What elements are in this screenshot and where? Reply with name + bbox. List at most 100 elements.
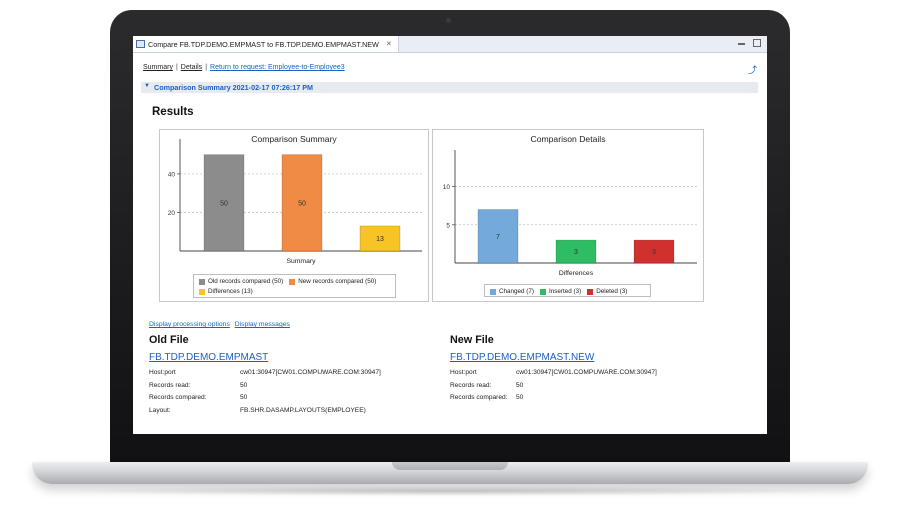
laptop-notch <box>392 462 508 470</box>
nav-separator: | <box>175 64 178 71</box>
legend-item: Old records compared (50) <box>199 277 283 287</box>
bar[interactable] <box>281 154 323 252</box>
detail-label: Records read: <box>149 381 191 389</box>
maximize-icon[interactable] <box>753 39 761 47</box>
nav-separator: | <box>205 64 208 71</box>
return-to-request-link[interactable]: Return to request: Employee-to-Employee3 <box>210 64 345 71</box>
new-file-detail-row: Records read: 50 <box>450 380 657 393</box>
chart-legend: Old records compared (50) New records com… <box>193 274 396 298</box>
old-file-detail-row: Layout: FB.SHR.DASAMP.LAYOUTS(EMPLOYEE) <box>149 405 381 418</box>
y-tick-label: 10 <box>443 184 451 191</box>
legend-swatch <box>490 289 496 295</box>
old-file-link[interactable]: FB.TDP.DEMO.EMPMAST <box>149 352 269 363</box>
y-tick-label: 20 <box>168 210 176 217</box>
laptop-shadow <box>60 486 840 496</box>
bar[interactable] <box>477 209 519 264</box>
y-tick-label: 5 <box>446 222 450 229</box>
bar-value-label: 50 <box>298 200 306 207</box>
bar[interactable] <box>555 239 597 264</box>
bar[interactable] <box>203 154 245 252</box>
detail-value: FB.SHR.DASAMP.LAYOUTS(EMPLOYEE) <box>240 406 366 414</box>
bar[interactable] <box>633 239 675 264</box>
details-link[interactable]: Details <box>180 64 203 71</box>
editor-tab[interactable]: Compare FB.TDP.DEMO.EMPMAST to FB.TDP.DE… <box>133 36 399 52</box>
new-file-detail-row: Host:port cw01:30947[CW01.COMPUWARE.COM:3… <box>450 367 657 380</box>
display-processing-options-link[interactable]: Display processing options <box>149 321 230 328</box>
bar-value-label: 3 <box>574 249 578 256</box>
legend-label: New records compared (50) <box>298 278 377 285</box>
detail-label: Host:port <box>450 369 477 376</box>
old-file-detail-row: Host:port cw01:30947[CW01.COMPUWARE.COM:3… <box>149 367 381 380</box>
detail-value: 50 <box>240 381 248 389</box>
legend-item: Inserted (3) <box>540 287 581 297</box>
summary-link[interactable]: Summary <box>143 64 173 71</box>
legend-item: Deleted (3) <box>587 287 627 297</box>
detail-value: 50 <box>516 394 524 401</box>
collapse-icon[interactable]: ▼ <box>144 83 150 89</box>
legend-item: New records compared (50) <box>289 277 376 287</box>
old-file-panel: Old File FB.TDP.DEMO.EMPMAST Host:port cw… <box>149 334 381 417</box>
results-heading: Results <box>152 106 194 118</box>
new-file-heading: New File <box>450 334 494 346</box>
detail-value: 50 <box>240 394 248 401</box>
comparison-summary-chart: Comparison Summary 20 40 50 50 13 Summary Old… <box>159 129 429 302</box>
bar-value-label: 13 <box>376 236 384 243</box>
report-nav: Summary | Details | Return to request: Emplo… <box>143 64 345 71</box>
legend-label: Old records compared (50) <box>208 278 284 285</box>
detail-label: Records read: <box>450 381 492 389</box>
app-screen: Compare FB.TDP.DEMO.EMPMAST to FB.TDP.DE… <box>133 36 767 434</box>
section-title: Comparison Summary 2021-02-17 07:26:17 P… <box>154 83 313 92</box>
legend-label: Deleted (3) <box>596 288 628 295</box>
y-tick-label: 40 <box>168 171 176 178</box>
comparison-details-chart: Comparison Details 5 10 7 3 3 Differences Cha… <box>432 129 704 302</box>
share-icon[interactable]: ⤴ <box>747 65 757 75</box>
laptop-base <box>32 462 868 484</box>
old-file-detail-row: Records compared: 50 <box>149 392 381 405</box>
legend-swatch <box>199 279 205 285</box>
detail-label: Layout: <box>149 406 171 414</box>
detail-label: Records compared: <box>149 394 207 401</box>
detail-label: Host:port <box>149 369 176 376</box>
old-file-detail-row: Records read: 50 <box>149 380 381 393</box>
detail-label: Records compared: <box>450 394 508 401</box>
legend-swatch <box>587 289 594 295</box>
chart-title: Comparison Summary <box>251 134 337 144</box>
x-axis-label: Summary <box>286 258 316 265</box>
bar-value-label: 7 <box>496 234 500 241</box>
chart-legend: Changed (7) Inserted (3) Deleted (3) <box>484 284 651 297</box>
close-icon[interactable]: ✕ <box>385 41 392 48</box>
tab-title: Compare FB.TDP.DEMO.EMPMAST to FB.TDP.DE… <box>148 39 379 49</box>
legend-swatch <box>289 279 296 285</box>
new-file-panel: New File FB.TDP.DEMO.EMPMAST.NEW Host:po… <box>450 334 657 405</box>
old-file-details: Host:port cw01:30947[CW01.COMPUWARE.COM:3… <box>149 367 381 417</box>
x-axis-label: Differences <box>559 270 594 277</box>
old-file-heading: Old File <box>149 334 189 346</box>
detail-value: cw01:30947[CW01.COMPUWARE.COM:30947] <box>240 369 381 376</box>
new-file-link[interactable]: FB.TDP.DEMO.EMPMAST.NEW <box>450 352 595 363</box>
comparison-summary-plot: 20 40 50 50 13 Summary <box>168 139 422 265</box>
legend-label: Changed (7) <box>499 288 535 295</box>
camera-dot <box>446 18 451 23</box>
legend-label: Differences (13) <box>208 288 253 295</box>
detail-value: cw01:30947[CW01.COMPUWARE.COM:30947] <box>516 369 657 376</box>
detail-value: 50 <box>516 381 524 389</box>
minimize-icon[interactable] <box>738 43 745 45</box>
bar-value-label: 50 <box>220 200 228 207</box>
display-messages-link[interactable]: Display messages <box>234 321 290 328</box>
new-file-details: Host:port cw01:30947[CW01.COMPUWARE.COM:3… <box>450 367 657 405</box>
comparison-summary-section-header[interactable]: ▼ Comparison Summary 2021-02-17 07:26:17… <box>141 82 758 93</box>
editor-tab-bar: Compare FB.TDP.DEMO.EMPMAST to FB.TDP.DE… <box>133 36 767 53</box>
window-controls <box>738 39 761 47</box>
legend-item: Changed (7) <box>490 287 534 297</box>
compare-icon <box>136 40 145 48</box>
legend-item: Differences (13) <box>199 287 253 297</box>
new-file-detail-row: Records compared: 50 <box>450 392 657 405</box>
chart-title: Comparison Details <box>530 134 606 144</box>
processing-links: Display processing options Display messa… <box>149 321 293 328</box>
bar-value-label: 3 <box>652 249 656 256</box>
comparison-details-plot: 5 10 7 3 3 Differences <box>443 150 697 277</box>
bar[interactable] <box>359 225 401 252</box>
legend-swatch <box>540 289 547 295</box>
legend-swatch <box>199 289 205 295</box>
legend-label: Inserted (3) <box>549 288 582 295</box>
